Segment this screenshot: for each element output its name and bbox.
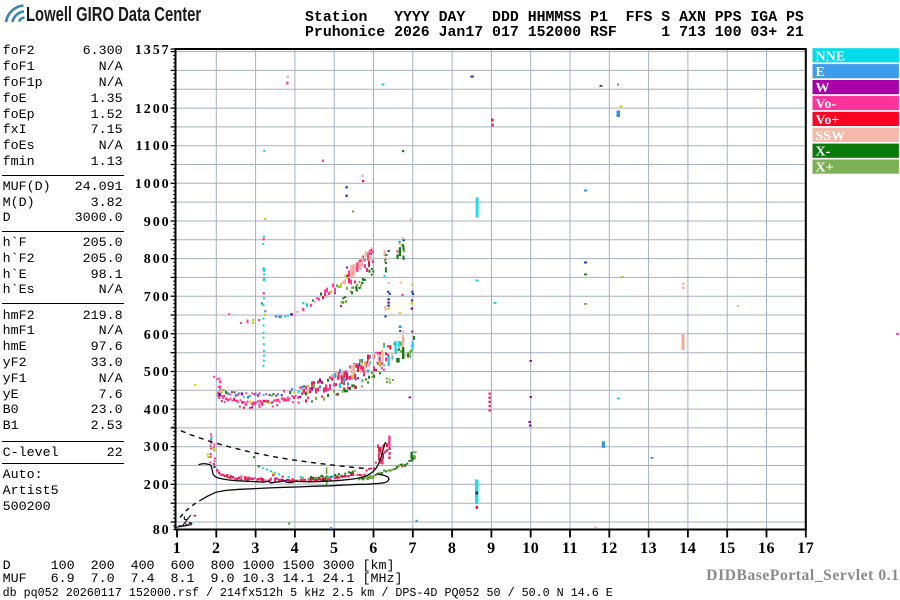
svg-text:E: E <box>816 65 825 80</box>
svg-text:Vo+: Vo+ <box>816 113 840 128</box>
svg-text:Vo-: Vo- <box>816 97 837 112</box>
svg-text:W: W <box>816 81 830 96</box>
svg-text:SSW: SSW <box>816 129 846 144</box>
svg-text:X-: X- <box>816 145 831 160</box>
svg-text:X+: X+ <box>816 161 834 176</box>
svg-text:NNE: NNE <box>816 49 846 64</box>
